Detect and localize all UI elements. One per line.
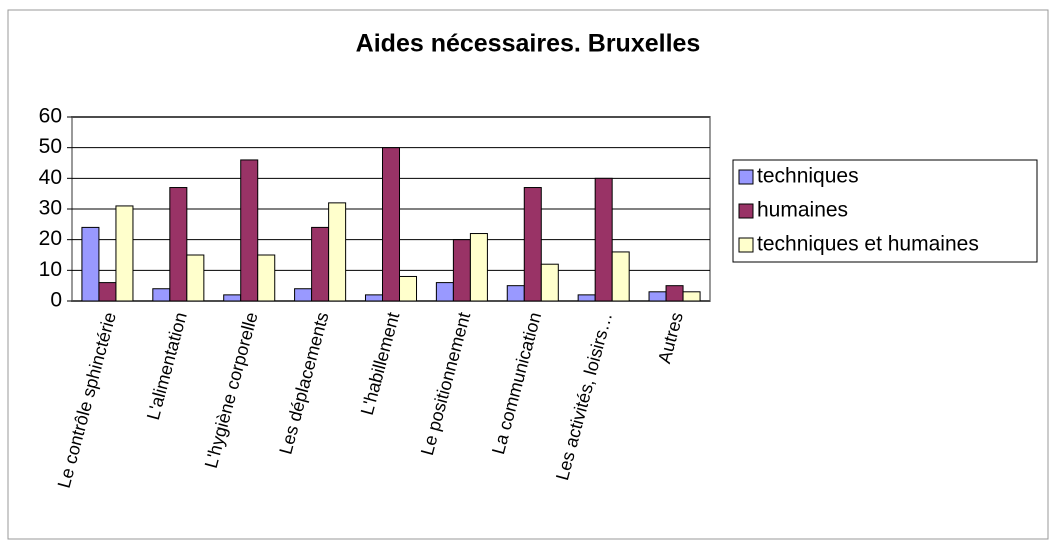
legend-swatch [738,203,754,219]
y-tick-label: 30 [39,197,62,220]
bar [399,275,418,302]
bar [115,205,134,302]
bar [223,294,242,302]
bar [81,226,100,302]
bar [506,285,525,302]
y-tick-label: 60 [39,105,62,128]
bar [682,291,701,302]
legend-label: humaines [757,199,848,222]
bar [611,251,630,302]
legend [732,159,1038,263]
bar [540,263,559,302]
y-tick-label: 20 [39,227,62,250]
bar [169,187,188,302]
bar [665,285,684,302]
bar [257,254,276,302]
bar [152,288,171,302]
bar [648,291,667,302]
chart-title: Aides nécessaires. Bruxelles [356,30,701,58]
bar [328,202,347,302]
bar [186,254,205,302]
bar [311,226,330,302]
bar [435,282,454,302]
bar [469,233,488,302]
bar [98,282,117,302]
legend-label: techniques et humaines [757,233,979,256]
y-tick-label: 40 [39,166,62,189]
bar [364,294,383,302]
y-tick-label: 50 [39,135,62,158]
y-tick-label: 0 [50,289,62,312]
y-tick-label: 10 [39,258,62,281]
bar [523,187,542,302]
bar [452,239,471,302]
legend-label: techniques [757,165,859,188]
bar [594,177,613,302]
bar [577,294,596,302]
bar [240,159,259,302]
bar [381,147,401,302]
legend-swatch [738,237,754,253]
bar [294,288,313,302]
legend-swatch [738,169,754,185]
